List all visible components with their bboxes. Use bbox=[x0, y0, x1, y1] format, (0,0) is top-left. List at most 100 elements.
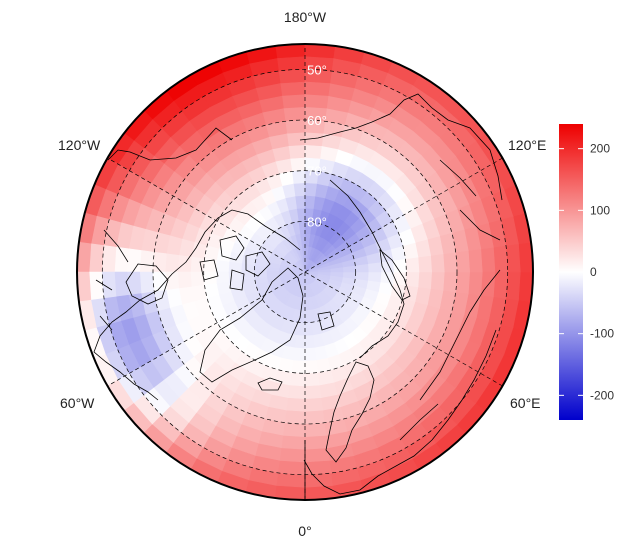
field-cell bbox=[405, 256, 420, 273]
field-cell bbox=[480, 246, 496, 273]
field-cell bbox=[139, 250, 155, 273]
field-cell bbox=[304, 409, 326, 425]
lon-label-60w: 60°W bbox=[60, 395, 95, 411]
field-cell bbox=[139, 271, 155, 294]
field-cell bbox=[152, 251, 168, 273]
field-cell bbox=[304, 397, 324, 412]
latitude-labels: 50° 60° 70° 80° bbox=[307, 62, 327, 229]
field-cell bbox=[276, 472, 306, 488]
coastlines bbox=[93, 93, 503, 500]
europe-coast bbox=[303, 329, 497, 495]
field-cell bbox=[304, 422, 327, 438]
field-cell bbox=[379, 271, 395, 284]
field-cell bbox=[304, 81, 331, 97]
field-cell bbox=[281, 94, 306, 110]
kara-coast bbox=[329, 179, 405, 359]
field-cell bbox=[505, 243, 521, 273]
field-cell bbox=[480, 271, 496, 298]
field-cell bbox=[276, 56, 306, 72]
field-cell bbox=[455, 271, 471, 294]
field-cell bbox=[278, 460, 306, 476]
field-cell bbox=[286, 397, 306, 412]
field-cell bbox=[304, 434, 329, 450]
field-cell bbox=[101, 245, 117, 273]
field-cell bbox=[279, 447, 306, 463]
hudson-bay bbox=[125, 263, 169, 305]
field-cell bbox=[505, 271, 521, 301]
field-cell bbox=[304, 384, 322, 400]
field-cell bbox=[405, 271, 420, 288]
greenland-outline bbox=[199, 267, 304, 383]
field-cell bbox=[281, 434, 306, 450]
meridian-60 bbox=[107, 157, 503, 387]
field-cell bbox=[289, 157, 306, 172]
field-cell bbox=[291, 359, 306, 374]
scandinavia bbox=[325, 361, 375, 463]
field-cell bbox=[177, 271, 193, 289]
lat-label-50: 50° bbox=[307, 62, 327, 77]
field-cell bbox=[442, 271, 458, 293]
field-cell bbox=[293, 182, 306, 198]
field-cell bbox=[304, 359, 319, 374]
field-cell bbox=[288, 144, 306, 160]
field-cell bbox=[304, 182, 317, 198]
graticule bbox=[101, 44, 509, 500]
lat-label-60: 60° bbox=[307, 113, 327, 128]
colorbar-ticks: 200 100 0 -100 -200 bbox=[559, 142, 614, 402]
field-cell bbox=[354, 271, 369, 281]
alaska-coast bbox=[107, 127, 233, 161]
field-cell bbox=[304, 132, 324, 147]
field-cell bbox=[296, 321, 306, 336]
field-cell bbox=[291, 170, 306, 185]
novaya-zemlya bbox=[379, 249, 411, 301]
field-cell bbox=[278, 68, 306, 84]
asia-borders bbox=[399, 159, 501, 441]
field-cell bbox=[304, 94, 329, 110]
field-cell bbox=[279, 81, 306, 97]
field-cell bbox=[493, 245, 509, 273]
field-cell bbox=[304, 372, 321, 387]
field-cell bbox=[367, 271, 382, 283]
siberia-coast bbox=[299, 93, 503, 201]
america-borders bbox=[95, 229, 129, 331]
map-boundary bbox=[76, 43, 534, 501]
field-cell bbox=[442, 251, 458, 273]
field-cell bbox=[89, 243, 105, 273]
colorbar-tick-label: 200 bbox=[590, 142, 610, 156]
lon-label-0: 0° bbox=[298, 523, 311, 539]
lat-label-70: 70° bbox=[307, 164, 327, 179]
colorbar-tick-label: 0 bbox=[590, 265, 597, 279]
colorbar: 200 100 0 -100 -200 bbox=[559, 124, 614, 420]
field-cell bbox=[284, 119, 306, 135]
field-cell bbox=[304, 144, 322, 160]
field-cell bbox=[293, 346, 306, 362]
field-cell bbox=[455, 250, 471, 273]
field-cell bbox=[294, 334, 306, 349]
lon-label-120e: 120°E bbox=[508, 137, 546, 153]
field-cell bbox=[89, 271, 105, 301]
field-cell bbox=[289, 372, 306, 387]
field-cell bbox=[203, 271, 218, 286]
field-cell bbox=[215, 271, 231, 284]
lon-label-120w: 120°W bbox=[58, 137, 101, 153]
colorbar-tick-label: -100 bbox=[590, 327, 614, 341]
field-cell bbox=[283, 422, 306, 438]
canada-coast bbox=[93, 209, 301, 401]
field-cell bbox=[228, 261, 243, 273]
field-cell bbox=[304, 460, 332, 476]
field-cell bbox=[177, 255, 193, 273]
field-cell bbox=[284, 409, 306, 425]
colorbar-tick-label: -200 bbox=[590, 388, 614, 402]
field-cell bbox=[215, 260, 231, 273]
field-cell bbox=[467, 248, 483, 273]
iceland-outline bbox=[257, 377, 283, 391]
field-cell bbox=[467, 271, 483, 296]
field-cell bbox=[417, 271, 433, 289]
colorbar-tick-label: 100 bbox=[590, 203, 610, 217]
meridian-120 bbox=[107, 157, 503, 387]
field-cell bbox=[392, 258, 407, 273]
field-cell bbox=[190, 256, 205, 273]
field-cell bbox=[114, 246, 130, 273]
field-cell bbox=[430, 271, 445, 291]
